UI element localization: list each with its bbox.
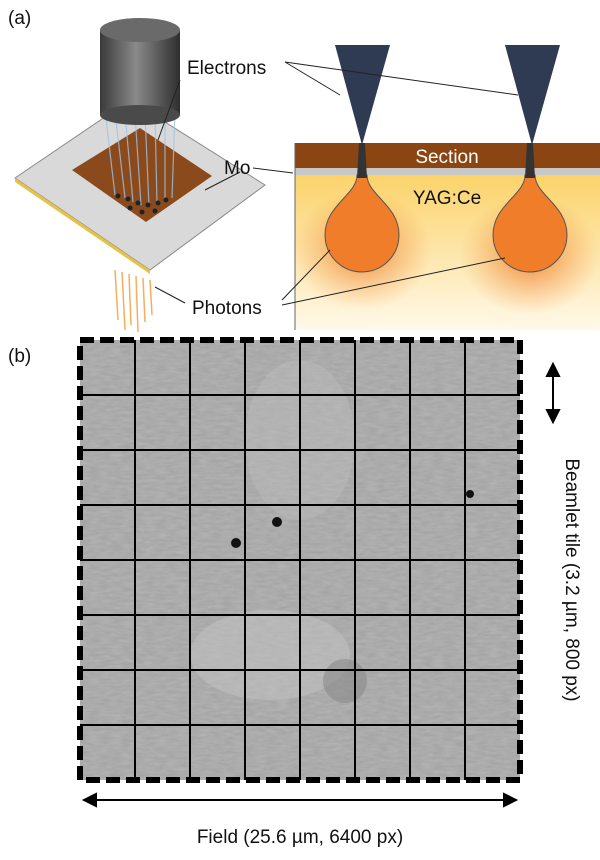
panel-label: (a) [8,8,31,29]
photons-label: Photons [192,298,262,319]
mo-label: Mo [224,158,250,179]
section-label: Section [415,147,478,168]
panel-label: (b) [8,346,31,367]
beam-cone [505,45,560,145]
gun-top [100,18,180,42]
mo-layer [295,168,600,175]
figure: (a) Section YAG:Ce Electrons Mo Photons … [0,0,600,860]
tile-arrow [547,364,559,422]
gun-bottom [100,105,180,125]
yag-label: YAG:Ce [413,188,481,209]
electrons-label: Electrons [187,58,266,79]
field-arrow [84,794,516,806]
tile-label: Beamlet tile (3.2 µm, 800 px) [561,458,582,701]
field-label: Field (25.6 µm, 6400 px) [197,827,403,848]
beam-cone [335,45,390,145]
page: (a) Section YAG:Ce Electrons Mo Photons … [0,0,600,860]
photon-rays [115,270,152,332]
electron-gun [100,30,180,115]
